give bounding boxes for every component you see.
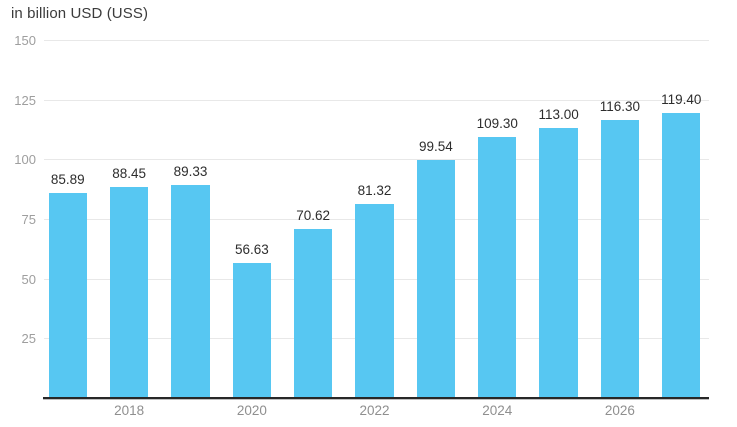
- bar-value-label: 99.54: [418, 139, 453, 155]
- x-tick-label-2018: 2018: [114, 403, 145, 418]
- y-tick-label: 125: [14, 92, 36, 108]
- bar-value-label: 89.33: [173, 163, 208, 179]
- bar-value-label: 109.30: [476, 116, 518, 132]
- bar-value-label: 113.00: [538, 107, 579, 123]
- bar-2: [171, 184, 210, 397]
- bar-10: [662, 113, 701, 397]
- bar-value-label: 70.62: [296, 208, 331, 224]
- bar-7: [478, 137, 517, 397]
- bar-3: [232, 262, 272, 397]
- y-tick-label: 100: [14, 152, 36, 168]
- x-tick-label-2026: 2026: [604, 403, 635, 418]
- gridline-y-100: [44, 159, 709, 161]
- bar-4: [294, 229, 333, 397]
- y-tick-label: 25: [21, 331, 36, 347]
- y-tick-label: 50: [21, 271, 36, 287]
- x-axis-line: [43, 397, 709, 400]
- bar-value-label: 119.40: [661, 92, 702, 108]
- bar-8: [539, 128, 578, 397]
- x-tick-label-2022: 2022: [359, 403, 390, 418]
- bar-9: [600, 120, 640, 397]
- bar-value-label: 85.89: [50, 172, 85, 187]
- bar-0: [48, 193, 87, 397]
- bar-5: [355, 203, 394, 397]
- bar-value-label: 88.45: [112, 165, 147, 181]
- gridline-y-125: [44, 99, 709, 101]
- bar-1: [109, 186, 149, 397]
- x-tick-label-2020: 2020: [236, 403, 267, 418]
- y-tick-label: 150: [14, 33, 36, 48]
- chart-title: in billion USD (USS): [11, 5, 149, 22]
- bar-value-label: 116.30: [599, 99, 641, 115]
- x-tick-label-2024: 2024: [482, 403, 513, 418]
- gridline-y-150: [44, 40, 709, 41]
- bar-6: [416, 160, 456, 397]
- bar-value-label: 81.32: [357, 182, 392, 198]
- bar-value-label: 56.63: [234, 241, 269, 257]
- y-tick-label: 75: [21, 212, 36, 227]
